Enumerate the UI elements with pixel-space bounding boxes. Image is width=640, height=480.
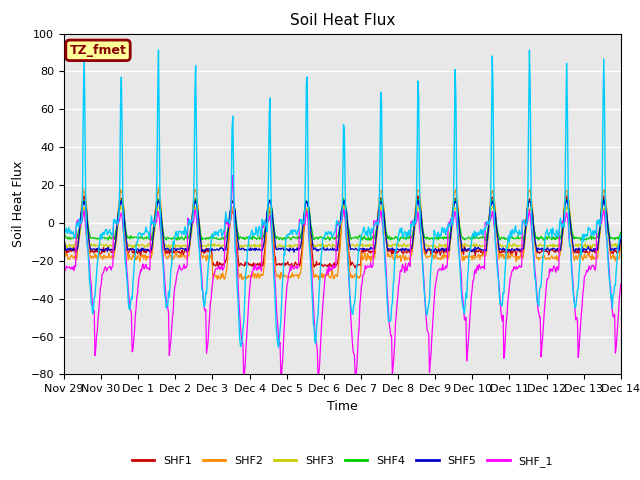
SHF1 <box>128 249 136 255</box>
SHF2 <box>428 252 436 258</box>
SHF2 <box>214 272 222 278</box>
SHF2 <box>412 203 419 208</box>
SHF1 <box>70 244 78 250</box>
SHF_1 <box>240 372 248 377</box>
SHF4 <box>617 229 625 235</box>
SHF5 <box>70 246 78 252</box>
SHF5 <box>600 197 607 203</box>
SHF1 <box>185 246 193 252</box>
SHF3 <box>184 242 192 248</box>
SHF5 <box>428 247 435 252</box>
SHF5 <box>127 247 135 252</box>
SHF2 <box>315 276 323 282</box>
SHF_2 <box>412 220 419 226</box>
SHF_2 <box>185 218 193 224</box>
SHF1 <box>60 236 68 242</box>
SHF3 <box>617 234 625 240</box>
SHF5 <box>214 246 221 252</box>
SHF4 <box>60 230 68 236</box>
SHF3 <box>127 243 135 249</box>
SHF3 <box>70 242 78 248</box>
SHF5 <box>290 249 298 255</box>
SHF5 <box>60 236 68 242</box>
Y-axis label: Soil Heat Flux: Soil Heat Flux <box>12 161 25 247</box>
Line: SHF5: SHF5 <box>64 200 621 252</box>
Line: SHF3: SHF3 <box>64 205 621 249</box>
SHF4 <box>70 235 78 240</box>
SHF5 <box>184 248 192 253</box>
Legend: SHF_2: SHF_2 <box>109 479 183 480</box>
SHF3 <box>214 242 221 248</box>
SHF1 <box>351 265 359 271</box>
Title: Soil Heat Flux: Soil Heat Flux <box>290 13 395 28</box>
SHF5 <box>617 236 625 241</box>
SHF2 <box>127 257 135 263</box>
Line: SHF_1: SHF_1 <box>64 176 621 374</box>
SHF4 <box>340 195 348 201</box>
SHF2 <box>70 254 78 260</box>
Line: SHF2: SHF2 <box>64 188 621 279</box>
SHF3 <box>60 236 68 241</box>
SHF5 <box>411 219 419 225</box>
SHF2 <box>155 185 163 191</box>
SHF2 <box>617 241 625 247</box>
X-axis label: Time: Time <box>327 400 358 413</box>
SHF_2 <box>275 344 282 350</box>
SHF_2 <box>127 294 135 300</box>
SHF1 <box>80 193 88 199</box>
SHF2 <box>185 252 193 258</box>
SHF1 <box>412 208 419 214</box>
SHF_2 <box>60 228 68 234</box>
SHF_1 <box>60 264 68 270</box>
SHF_1 <box>617 281 625 287</box>
SHF_1 <box>70 268 78 274</box>
SHF3 <box>428 243 435 249</box>
SHF_1 <box>127 310 135 316</box>
SHF1 <box>428 249 436 255</box>
Line: SHF4: SHF4 <box>64 198 621 241</box>
SHF4 <box>428 235 436 241</box>
SHF2 <box>60 242 68 248</box>
SHF_1 <box>229 173 237 179</box>
SHF1 <box>617 236 625 242</box>
SHF3 <box>340 202 348 208</box>
SHF_2 <box>617 232 625 238</box>
SHF3 <box>411 226 419 231</box>
SHF4 <box>396 238 403 244</box>
SHF1 <box>214 264 222 269</box>
SHF_1 <box>412 221 419 227</box>
SHF3 <box>505 246 513 252</box>
SHF4 <box>127 235 135 240</box>
SHF4 <box>412 210 419 216</box>
SHF_2 <box>70 235 78 240</box>
Text: TZ_fmet: TZ_fmet <box>70 44 127 57</box>
SHF4 <box>214 236 221 242</box>
SHF_1 <box>184 215 192 221</box>
SHF4 <box>184 235 192 240</box>
SHF_2 <box>155 47 163 53</box>
Line: SHF_2: SHF_2 <box>64 50 621 347</box>
SHF_1 <box>428 334 436 340</box>
SHF_2 <box>428 257 436 263</box>
SHF_1 <box>214 266 221 272</box>
SHF_2 <box>214 233 222 239</box>
Line: SHF1: SHF1 <box>64 196 621 268</box>
